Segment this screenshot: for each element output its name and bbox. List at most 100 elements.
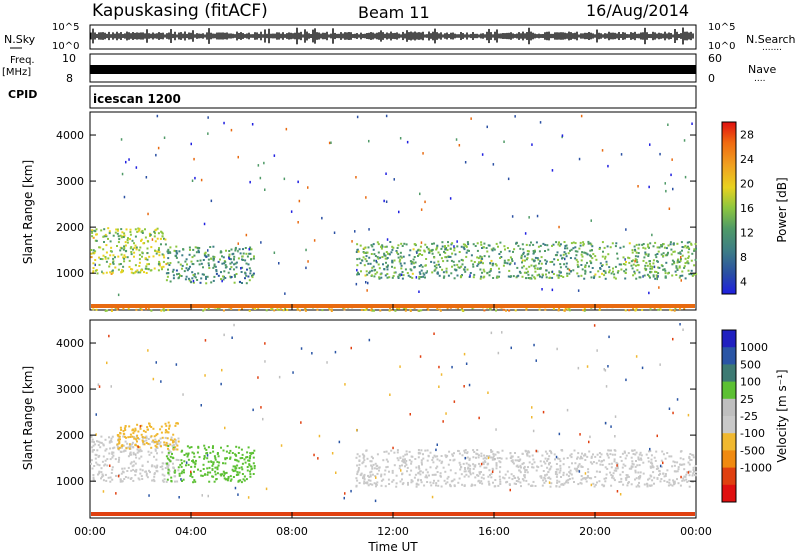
scatter-cell xyxy=(460,245,463,248)
speckle-cell xyxy=(487,391,489,394)
speckle-cell xyxy=(321,216,323,220)
scatter-cell xyxy=(563,251,566,254)
scatter-cell xyxy=(122,307,125,310)
scatter-cell xyxy=(119,480,122,483)
scatter-cell xyxy=(577,265,580,268)
scatter-cell xyxy=(133,242,135,245)
scatter-cell xyxy=(222,278,225,281)
speckle-cell xyxy=(614,415,617,418)
scatter-cell xyxy=(537,466,540,469)
scatter-cell xyxy=(399,480,402,483)
scatter-cell xyxy=(369,270,372,273)
scatter-cell xyxy=(399,258,402,261)
scatter-cell xyxy=(620,263,623,266)
speckle-cell xyxy=(431,495,434,499)
scatter-cell xyxy=(458,260,461,263)
scatter-cell xyxy=(151,479,154,482)
scatter-cell xyxy=(375,483,378,486)
scatter-cell xyxy=(231,253,234,256)
scatter-cell xyxy=(373,259,376,262)
scatter-cell xyxy=(104,257,107,260)
speckle-cell xyxy=(659,152,661,156)
scatter-cell xyxy=(123,232,126,235)
scatter-cell xyxy=(149,471,151,474)
scatter-cell xyxy=(193,273,196,276)
scatter-cell xyxy=(212,461,215,464)
scatter-cell xyxy=(174,446,177,449)
scatter-cell xyxy=(399,255,402,258)
scatter-cell xyxy=(539,267,541,270)
scatter-cell xyxy=(514,309,517,312)
scatter-cell xyxy=(468,457,471,460)
scatter-cell xyxy=(660,465,663,468)
speckle-cell xyxy=(101,270,103,274)
scatter-cell xyxy=(434,473,437,476)
scatter-cell xyxy=(636,269,639,272)
scatter-cell xyxy=(222,470,225,473)
scatter-cell xyxy=(132,436,135,438)
scatter-cell xyxy=(139,472,142,475)
speckle-cell xyxy=(510,346,512,350)
speckle-cell xyxy=(365,281,367,284)
scatter-cell xyxy=(141,436,144,438)
speckle-cell xyxy=(201,494,203,497)
scatter-cell xyxy=(391,276,394,279)
scatter-cell xyxy=(506,480,509,483)
scatter-cell xyxy=(437,251,440,254)
scatter-cell xyxy=(664,269,667,272)
scatter-cell xyxy=(566,275,569,277)
speckle-cell xyxy=(257,376,259,379)
scatter-cell xyxy=(604,257,607,260)
scatter-cell xyxy=(237,460,240,463)
scatter-cell xyxy=(556,481,559,484)
speckle-cell xyxy=(435,448,437,452)
scatter-cell xyxy=(436,458,439,461)
scatter-cell xyxy=(655,274,658,277)
scatter-cell xyxy=(112,261,114,264)
speckle-cell xyxy=(350,346,352,350)
speckle-cell xyxy=(668,207,671,210)
scatter-cell xyxy=(545,276,548,279)
scatter-cell xyxy=(511,478,514,481)
scatter-cell xyxy=(528,277,531,280)
scatter-cell xyxy=(367,484,370,487)
speckle-cell xyxy=(653,265,656,269)
scatter-cell xyxy=(536,450,539,453)
scatter-cell xyxy=(383,268,386,270)
scatter-cell xyxy=(685,246,688,249)
scatter-cell xyxy=(665,261,668,264)
scatter-cell xyxy=(140,269,143,272)
scatter-cell xyxy=(373,275,376,278)
scatter-cell xyxy=(504,248,506,251)
speckle-cell xyxy=(409,413,411,416)
scatter-cell xyxy=(152,439,155,442)
scatter-cell xyxy=(386,460,389,463)
scatter-cell xyxy=(98,464,101,467)
speckle-cell xyxy=(492,163,495,166)
scatter-cell xyxy=(557,243,560,246)
scatter-cell xyxy=(127,446,130,449)
scatter-cell xyxy=(172,466,175,469)
scatter-cell xyxy=(666,469,669,472)
scatter-cell xyxy=(610,474,613,476)
speckle-cell xyxy=(204,339,207,342)
scatter-cell xyxy=(121,467,124,470)
scatter-cell xyxy=(373,467,376,470)
scatter-cell xyxy=(544,308,547,311)
scatter-cell xyxy=(642,246,645,249)
scatter-cell xyxy=(583,277,586,280)
scatter-cell xyxy=(206,467,209,470)
scatter-cell xyxy=(594,483,597,486)
scatter-cell xyxy=(620,459,623,462)
scatter-cell xyxy=(687,269,690,272)
scatter-cell xyxy=(632,307,635,310)
scatter-cell xyxy=(444,245,446,248)
scatter-cell xyxy=(649,270,652,273)
scatter-cell xyxy=(575,254,578,257)
scatter-cell xyxy=(692,456,695,459)
scatter-cell xyxy=(682,246,685,249)
scatter-cell xyxy=(674,270,677,273)
scatter-cell xyxy=(569,469,572,472)
scatter-cell xyxy=(362,454,365,457)
scatter-cell xyxy=(446,454,449,457)
